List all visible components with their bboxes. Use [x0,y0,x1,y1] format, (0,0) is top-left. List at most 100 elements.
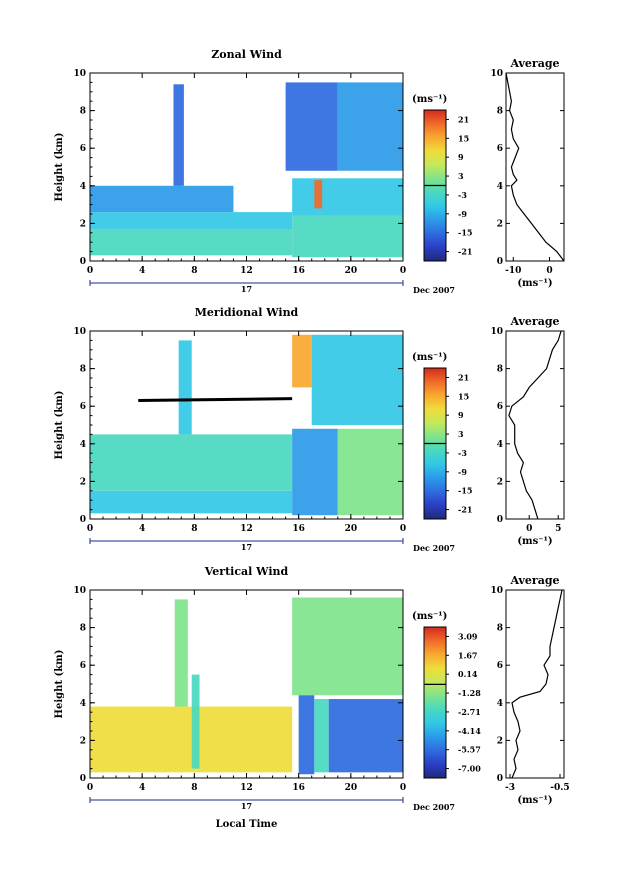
profile-y-tick-label: 0 [497,774,503,784]
x-tick-label: 4 [139,783,145,793]
day-label: 17 [241,801,252,811]
profile-y-tick-label: 8 [497,365,503,375]
x-tick-label: 4 [139,266,145,276]
heatmap-cell [337,428,403,516]
wind-line-segment [138,397,293,403]
colorbar-tick-label: 0.14 [458,669,478,679]
profile-frame [505,589,565,779]
x-tick-label: 20 [345,524,358,534]
y-tick-label: 4 [80,699,86,709]
x-tick-label: 12 [240,266,253,276]
heatmap-cell [90,229,293,256]
x-axis-label: Local Time [216,819,278,830]
heatmap [90,82,403,258]
x-tick-label: 0 [400,266,406,276]
profile-y-tick-label: 2 [497,736,503,746]
y-tick-label: 2 [80,219,86,229]
colorbar-tick-label: -9 [458,467,467,477]
colorbar-tick-label: -1.28 [458,688,481,698]
date-label: Dec 2007 [413,802,455,812]
colorbar-unit: (ms⁻¹) [412,94,447,105]
x-tick-label: 8 [191,524,197,534]
profile-line [508,330,562,520]
colorbar-tick-label: -15 [458,228,472,238]
y-tick-label: 4 [80,182,86,192]
profile-x-tick-label: 5 [555,524,561,534]
profile-y-tick-label: 10 [490,69,503,79]
heatmap-cell [191,674,200,769]
profile-y-tick-label: 2 [497,477,503,487]
x-tick-label: 12 [240,783,253,793]
profile-line [511,589,563,779]
panel-title: Vertical Wind [204,565,289,578]
y-tick-label: 6 [80,144,86,154]
profile-unit: (ms⁻¹) [517,536,552,547]
y-tick-label: 8 [80,107,86,117]
profile-x-tick-label: -0.5 [550,783,569,793]
x-tick-label: 16 [292,524,305,534]
heatmap-cell [90,434,293,491]
y-tick-label: 8 [80,365,86,375]
profile-y-tick-label: 4 [497,699,503,709]
y-tick-label: 6 [80,661,86,671]
colorbar-tick-label: 15 [458,133,469,143]
profile-title: Average [509,57,559,70]
colorbar-unit: (ms⁻¹) [412,611,447,622]
heatmap-cell [292,178,403,216]
profile-title: Average [509,315,559,328]
y-tick-label: 10 [73,69,86,79]
colorbar-tick-label: 3 [458,171,464,181]
x-tick-label: 0 [87,524,93,534]
profile-y-tick-label: 8 [497,107,503,117]
profile-title: Average [509,574,559,587]
x-tick-label: 0 [87,266,93,276]
profile-y-tick-label: 6 [497,402,503,412]
profile-y-tick-label: 0 [497,257,503,267]
profile-unit: (ms⁻¹) [517,795,552,806]
heatmap-cell [178,340,192,435]
y-axis-label: Height (km) [54,391,65,460]
colorbar-tick-label: -3 [458,448,467,458]
heatmap-cell [285,82,338,171]
colorbar-tick-label: 9 [458,410,464,420]
colorbar-tick-label: 3.09 [458,631,478,641]
y-axis-label: Height (km) [54,650,65,719]
heatmap-cell [311,334,403,425]
colorbar-tick-label: -9 [458,209,467,219]
x-tick-label: 0 [87,783,93,793]
heatmap-cell [90,706,293,773]
profile-x-tick-label: -3 [505,783,515,793]
heatmap-cell [292,597,403,696]
heatmap-cell [292,334,312,388]
x-tick-label: 4 [139,524,145,534]
heatmap [90,597,403,775]
panel-2: Meridional Wind 0 2 4 6 8 10 Height (km) 0 4 8 12 16… [54,306,565,553]
heatmap [90,334,403,516]
profile-unit: (ms⁻¹) [517,278,552,289]
colorbar-tick-label: -21 [458,505,472,515]
x-tick-label: 12 [240,524,253,534]
y-tick-label: 0 [80,515,86,525]
x-tick-label: 16 [292,266,305,276]
y-tick-label: 6 [80,402,86,412]
y-tick-label: 10 [73,586,86,596]
colorbar-tick-label: -7.00 [458,764,481,774]
profile-x-tick-label: -10 [505,266,521,276]
colorbar-tick-label: -21 [458,247,472,257]
heatmap-cell [298,695,315,775]
x-tick-label: 0 [400,783,406,793]
date-label: Dec 2007 [413,285,455,295]
x-tick-label: 8 [191,783,197,793]
panel-title: Meridional Wind [195,306,299,319]
y-tick-label: 2 [80,736,86,746]
profile-line [505,72,565,262]
profile-x-tick-label: 0 [526,524,532,534]
panel-title: Zonal Wind [211,48,282,61]
profile-y-tick-label: 6 [497,661,503,671]
x-tick-label: 0 [400,524,406,534]
colorbar-tick-label: 1.67 [458,650,477,660]
heatmap-cell [90,490,293,514]
